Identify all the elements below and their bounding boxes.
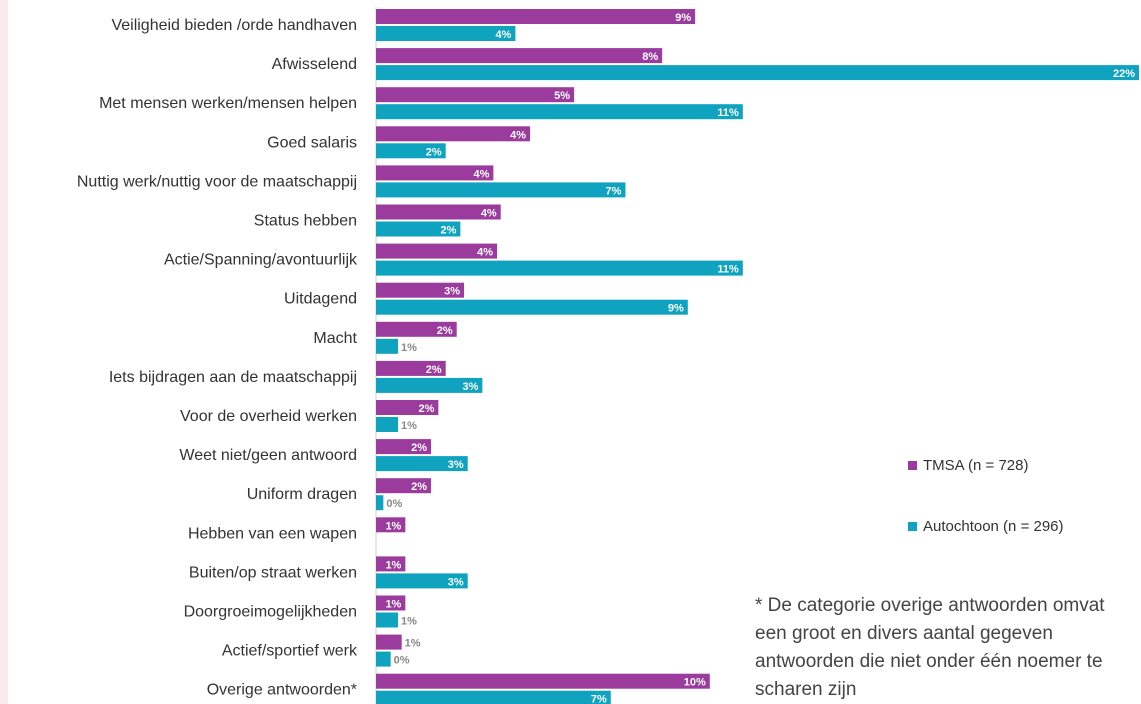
bar-autochtoon (376, 612, 399, 628)
data-label: 4% (477, 247, 493, 259)
bar-autochtoon (376, 377, 483, 393)
data-label: 2% (440, 225, 456, 237)
data-label: 2% (437, 325, 453, 337)
bar-autochtoon (376, 299, 688, 315)
data-label: 1% (385, 599, 401, 611)
bar-autochtoon (376, 26, 516, 41)
bar-autochtoon (376, 182, 626, 198)
left-edge-strip (0, 0, 8, 704)
bar-autochtoon (376, 260, 743, 276)
legend-label-autochtoon: Autochtoon (n = 296) (923, 518, 1064, 535)
data-label: 3% (444, 286, 460, 298)
data-label: 3% (462, 381, 478, 393)
bar-autochtoon (376, 417, 399, 432)
data-label: 1% (401, 420, 417, 432)
data-label: 1% (405, 638, 421, 650)
category-label: Actief/sportief werk (222, 643, 358, 660)
data-label: 8% (642, 51, 658, 63)
legend-swatch-autochtoon (908, 522, 917, 531)
legend-swatch-tmsa (908, 461, 917, 470)
bar-tmsa (376, 634, 402, 650)
bar-autochtoon (376, 456, 468, 472)
category-label: Met mensen werken/mensen helpen (99, 95, 357, 112)
bar-tmsa (376, 360, 446, 376)
category-label: Iets bijdragen aan de maatschappij (109, 369, 357, 386)
data-label: 1% (385, 559, 401, 571)
bar-autochtoon (376, 573, 468, 589)
bar-autochtoon (376, 221, 461, 237)
data-label: 3% (448, 459, 464, 471)
category-label: Goed salaris (267, 134, 357, 151)
bar-autochtoon (376, 65, 1139, 81)
data-label: 11% (717, 264, 739, 276)
data-label: 2% (426, 364, 442, 376)
data-label: 1% (385, 520, 401, 532)
data-label: 3% (448, 576, 464, 588)
legend-label-tmsa: TMSA (n = 728) (923, 457, 1029, 474)
bar-tmsa (376, 478, 432, 494)
data-label: 9% (675, 12, 691, 24)
bar-tmsa (376, 321, 457, 337)
category-label: Macht (313, 330, 357, 347)
data-label: 22% (1113, 68, 1135, 80)
data-label: 2% (426, 146, 442, 158)
data-label: 4% (481, 208, 497, 220)
data-label: 7% (591, 694, 607, 704)
legend-item-autochtoon: Autochtoon (n = 296) (908, 518, 1064, 535)
bar-tmsa (376, 595, 406, 611)
data-label: 0% (386, 498, 402, 510)
data-label: 1% (401, 342, 417, 354)
category-label: Buiten/op straat werken (189, 564, 357, 581)
data-label: 4% (510, 129, 526, 141)
data-label: 2% (411, 442, 427, 454)
data-label: 9% (668, 303, 684, 315)
bar-tmsa (376, 87, 575, 103)
category-label: Uitdagend (284, 291, 357, 308)
data-label: 2% (418, 403, 434, 415)
bar-tmsa (376, 48, 663, 64)
data-label: 10% (684, 677, 706, 689)
category-label: Status hebben (254, 213, 357, 230)
bar-tmsa (376, 165, 494, 181)
category-label: Afwisselend (272, 56, 357, 73)
category-label: Weet niet/geen antwoord (179, 447, 357, 464)
bar-tmsa (376, 126, 531, 142)
bar-autochtoon (376, 690, 611, 704)
data-label: 1% (401, 616, 417, 628)
bar-tmsa (376, 9, 696, 24)
bar-autochtoon (376, 143, 446, 159)
category-label: Uniform dragen (247, 486, 357, 503)
bar-autochtoon (376, 651, 391, 667)
bar-tmsa (376, 282, 465, 298)
data-label: 0% (394, 655, 410, 667)
bar-tmsa (376, 400, 439, 415)
category-label: Voor de overheid werken (180, 408, 357, 425)
category-label: Hebben van een wapen (188, 525, 357, 542)
bar-tmsa (376, 556, 406, 572)
category-label: Veiligheid bieden /orde handhaven (111, 17, 357, 34)
chart-footnote: * De categorie overige antwoorden omvat … (755, 595, 1105, 700)
bar-tmsa (376, 204, 501, 220)
data-label: 4% (495, 29, 511, 41)
category-label: Actie/Spanning/avontuurlijk (164, 252, 358, 269)
legend-item-tmsa: TMSA (n = 728) (908, 457, 1028, 474)
bar-tmsa (376, 517, 406, 533)
data-label: 11% (717, 107, 739, 119)
bar-autochtoon (376, 104, 743, 120)
category-label: Doorgroeimogelijkheden (184, 604, 357, 621)
bar-tmsa (376, 673, 710, 689)
bar-tmsa (376, 439, 432, 455)
bar-autochtoon (376, 495, 384, 511)
data-label: 2% (411, 481, 427, 493)
data-label: 7% (606, 185, 622, 197)
category-label: Nuttig werk/nuttig voor de maatschappij (77, 173, 357, 190)
data-label: 4% (473, 168, 489, 180)
bar-autochtoon (376, 338, 399, 354)
data-label: 5% (554, 90, 570, 102)
bar-tmsa (376, 243, 498, 259)
category-label: Overige antwoorden* (207, 682, 357, 699)
